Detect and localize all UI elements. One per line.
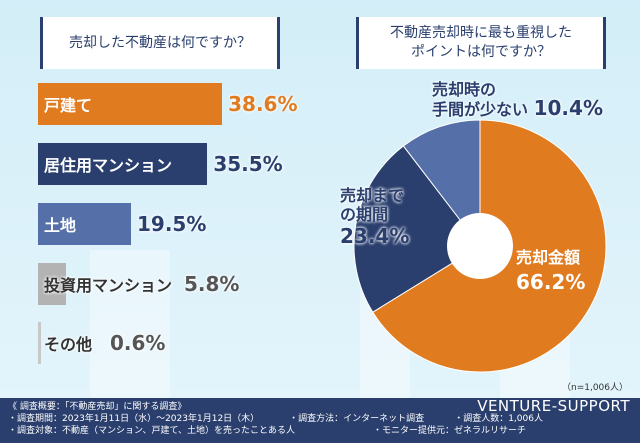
- bar-category-label: 投資用マンション: [44, 276, 173, 295]
- bar-value-label: 19.5%: [137, 212, 207, 236]
- bar: [38, 263, 66, 305]
- bar-value-label: 35.5%: [213, 152, 283, 176]
- pie-label-period: 売却まで の期間 23.4%: [340, 186, 410, 248]
- bar: [38, 143, 208, 185]
- bar-category-label: 土地: [44, 216, 77, 235]
- survey-period: ・調査期間：2023年1月11日（水）～2023年1月12日（木）: [8, 414, 260, 424]
- pie-slice: [353, 145, 481, 313]
- donut-hole: [447, 213, 513, 279]
- pie-slice: [402, 119, 481, 248]
- question-text: 不動産売却時に最も重視した: [390, 25, 572, 41]
- footer: 《 調査概要：「不動産売却」に関する調査》 ・調査期間：2023年1月11日（水…: [0, 398, 640, 443]
- question-text: ポイントは何ですか？: [411, 44, 551, 60]
- bar-category-label: その他: [44, 335, 93, 354]
- bar-category-label: 戸建て: [44, 96, 93, 115]
- bar: [38, 322, 41, 364]
- bar: [38, 83, 223, 125]
- bar-category-label: 居住用マンション: [44, 156, 173, 175]
- bar: [38, 203, 131, 245]
- question-right: 不動産売却時に最も重視した ポイントは何ですか？: [356, 17, 606, 69]
- pie-label-price: 売却金額 66.2%: [516, 248, 586, 294]
- survey-provider: ・モニター提供元：ゼネラルリサーチ: [373, 426, 527, 436]
- survey-count: ・調査人数：1,006人: [454, 414, 543, 424]
- survey-method: ・調査方法：インターネット調査: [289, 414, 425, 424]
- pie-label-effort: 売却時の 手間が少ない 10.4%: [432, 80, 603, 120]
- bar-value-label: 5.8%: [184, 272, 240, 296]
- bar-value-label: 0.6%: [110, 331, 166, 355]
- question-text: 売却した不動産は何ですか？: [69, 34, 251, 51]
- survey-target: ・調査対象：不動産（マンション、戸建て、土地）を売ったことある人: [8, 426, 296, 436]
- decoration: [90, 250, 170, 398]
- survey-title: 《 調査概要：「不動産売却」に関する調査》: [8, 402, 187, 412]
- brand-logo: VENTURE-SUPPORT: [477, 397, 630, 415]
- sample-size-note: （n=1,006人）: [561, 383, 628, 393]
- bar-value-label: 38.6%: [228, 92, 298, 116]
- question-left: 売却した不動産は何ですか？: [40, 17, 280, 69]
- donut-chart: [353, 119, 607, 373]
